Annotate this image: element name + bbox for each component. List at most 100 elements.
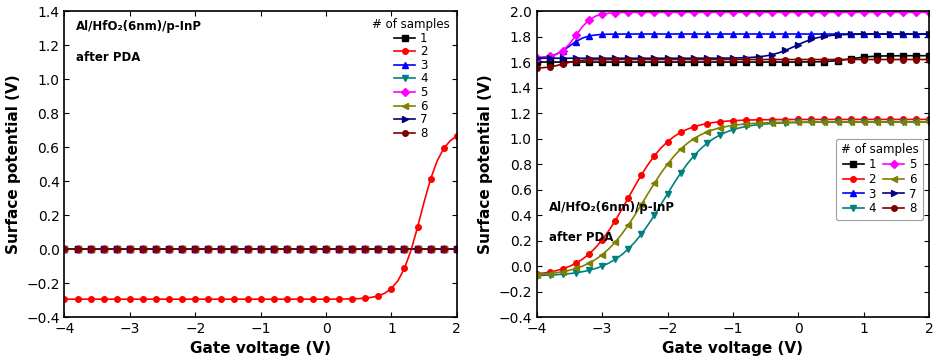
1 <box>923 54 934 58</box>
8 <box>268 247 279 251</box>
8 <box>59 247 70 251</box>
4 <box>294 247 305 251</box>
Text: after PDA: after PDA <box>76 51 141 64</box>
7 <box>609 56 621 60</box>
2 <box>766 117 777 122</box>
8 <box>766 57 777 62</box>
4 <box>531 273 543 278</box>
1 <box>531 60 543 64</box>
7 <box>669 56 680 60</box>
Y-axis label: Surface potential (V): Surface potential (V) <box>478 74 493 254</box>
Line: 1: 1 <box>534 53 931 65</box>
Line: 2: 2 <box>62 133 459 302</box>
8 <box>150 247 162 251</box>
6 <box>59 247 70 251</box>
Line: 8: 8 <box>62 246 459 252</box>
Line: 2: 2 <box>534 117 931 277</box>
6 <box>451 247 462 251</box>
5 <box>59 247 70 251</box>
2 <box>59 297 70 301</box>
8 <box>740 57 751 62</box>
2 <box>623 195 634 200</box>
5 <box>740 10 751 14</box>
Line: 7: 7 <box>534 31 931 61</box>
8 <box>669 57 680 62</box>
6 <box>740 122 751 126</box>
4 <box>871 120 883 124</box>
7 <box>766 52 777 57</box>
4 <box>137 247 148 251</box>
6 <box>137 247 148 251</box>
5 <box>623 10 634 14</box>
Legend: 1, 2, 3, 4, 5, 6, 7, 8: 1, 2, 3, 4, 5, 6, 7, 8 <box>371 17 451 141</box>
7 <box>150 247 162 251</box>
1 <box>740 60 751 64</box>
2 <box>196 297 208 301</box>
2 <box>150 297 162 301</box>
Line: 4: 4 <box>534 119 931 278</box>
5 <box>150 247 162 251</box>
6 <box>196 247 208 251</box>
5 <box>196 247 208 251</box>
8 <box>878 57 889 62</box>
6 <box>150 247 162 251</box>
1 <box>766 60 777 64</box>
Line: 6: 6 <box>534 119 931 278</box>
7 <box>871 32 883 36</box>
5 <box>669 10 680 14</box>
7 <box>399 247 410 251</box>
8 <box>196 247 208 251</box>
Line: 3: 3 <box>62 246 459 252</box>
Legend: 1, 2, 3, 4, 5, 6, 7, 8: 1, 2, 3, 4, 5, 6, 7, 8 <box>836 139 923 220</box>
2 <box>923 117 934 122</box>
2 <box>669 134 680 139</box>
1 <box>669 60 680 64</box>
3 <box>766 32 777 36</box>
8 <box>923 57 934 62</box>
3 <box>268 247 279 251</box>
1 <box>294 247 305 251</box>
4 <box>59 247 70 251</box>
3 <box>399 247 410 251</box>
5 <box>609 10 621 15</box>
6 <box>623 223 634 227</box>
3 <box>196 247 208 251</box>
8 <box>137 247 148 251</box>
8 <box>399 247 410 251</box>
4 <box>669 181 680 185</box>
3 <box>59 247 70 251</box>
2 <box>399 266 410 270</box>
2 <box>531 272 543 276</box>
1 <box>451 247 462 251</box>
8 <box>531 66 543 70</box>
1 <box>399 247 410 251</box>
3 <box>923 32 934 36</box>
3 <box>294 247 305 251</box>
7 <box>740 55 751 60</box>
7 <box>923 32 934 36</box>
6 <box>294 247 305 251</box>
1 <box>137 247 148 251</box>
1 <box>623 60 634 64</box>
5 <box>399 247 410 251</box>
2 <box>740 118 751 122</box>
8 <box>609 57 621 62</box>
7 <box>137 247 148 251</box>
6 <box>923 120 934 124</box>
3 <box>531 56 543 60</box>
6 <box>609 240 621 244</box>
1 <box>59 247 70 251</box>
5 <box>531 56 543 60</box>
8 <box>294 247 305 251</box>
3 <box>609 32 621 36</box>
5 <box>137 247 148 251</box>
5 <box>294 247 305 251</box>
5 <box>268 247 279 251</box>
1 <box>150 247 162 251</box>
5 <box>865 10 876 14</box>
4 <box>623 247 634 251</box>
2 <box>268 297 279 301</box>
6 <box>766 121 777 125</box>
Text: Al/HfO₂(6nm)/p-InP: Al/HfO₂(6nm)/p-InP <box>76 20 202 33</box>
1 <box>196 247 208 251</box>
